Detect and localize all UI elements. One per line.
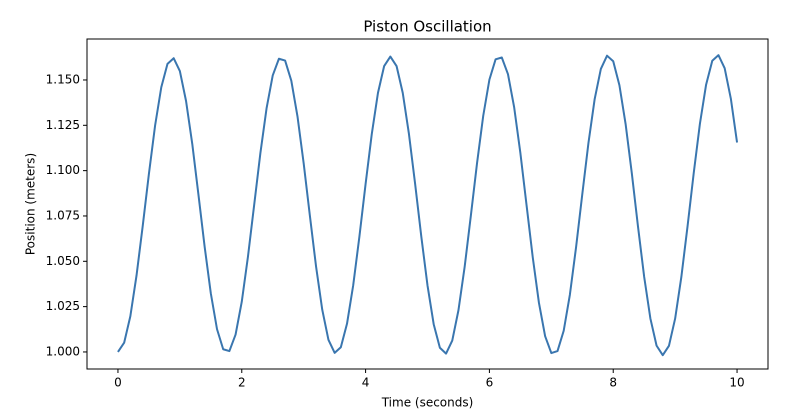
x-tick-label: 8 bbox=[609, 376, 617, 390]
x-tick-label: 0 bbox=[114, 376, 122, 390]
y-tick-label: 1.050 bbox=[46, 254, 80, 268]
plot-frame bbox=[86, 38, 769, 370]
x-tick-label: 2 bbox=[238, 376, 246, 390]
y-tick-label: 1.025 bbox=[46, 299, 80, 313]
y-tick-label: 1.075 bbox=[46, 208, 80, 222]
x-tick-label: 4 bbox=[362, 376, 370, 390]
x-tick-label: 10 bbox=[729, 376, 744, 390]
y-tick-label: 1.150 bbox=[46, 72, 80, 86]
chart-title: Piston Oscillation bbox=[363, 18, 491, 36]
y-tick-label: 1.125 bbox=[46, 118, 80, 132]
y-tick-label: 1.100 bbox=[46, 163, 80, 177]
y-axis-label: Position (meters) bbox=[24, 153, 38, 255]
data-line bbox=[117, 54, 739, 357]
x-axis-label: Time (seconds) bbox=[381, 396, 474, 410]
y-tick-label: 1.000 bbox=[46, 344, 80, 358]
x-tick-label: 6 bbox=[486, 376, 494, 390]
